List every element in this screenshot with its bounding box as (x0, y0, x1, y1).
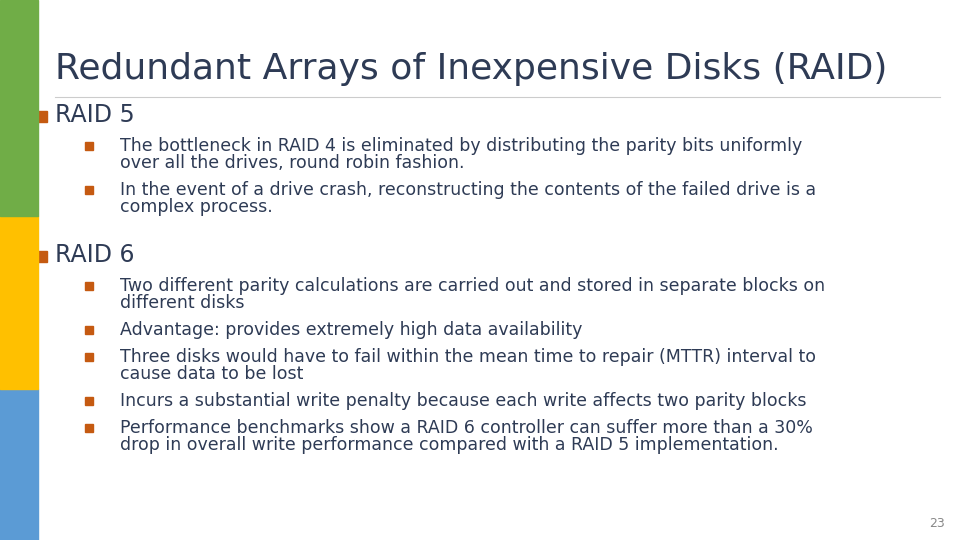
Text: complex process.: complex process. (120, 198, 273, 216)
Text: 23: 23 (929, 517, 945, 530)
Bar (85, 326, 93, 334)
Bar (85, 423, 93, 431)
Text: Performance benchmarks show a RAID 6 controller can suffer more than a 30%: Performance benchmarks show a RAID 6 con… (120, 419, 813, 437)
Bar (36, 111, 47, 122)
Bar (85, 141, 93, 150)
Text: over all the drives, round robin fashion.: over all the drives, round robin fashion… (120, 154, 465, 172)
Text: Three disks would have to fail within the mean time to repair (MTTR) interval to: Three disks would have to fail within th… (120, 348, 816, 366)
Bar (85, 353, 93, 361)
Text: different disks: different disks (120, 294, 245, 312)
Text: RAID 6: RAID 6 (55, 243, 134, 267)
Text: cause data to be lost: cause data to be lost (120, 365, 303, 383)
Text: In the event of a drive crash, reconstructing the contents of the failed drive i: In the event of a drive crash, reconstru… (120, 181, 816, 199)
Text: Advantage: provides extremely high data availability: Advantage: provides extremely high data … (120, 321, 583, 339)
Bar (85, 281, 93, 289)
Bar (36, 251, 47, 261)
Text: Redundant Arrays of Inexpensive Disks (RAID): Redundant Arrays of Inexpensive Disks (R… (55, 52, 887, 86)
Bar (85, 396, 93, 404)
Text: Incurs a substantial write penalty because each write affects two parity blocks: Incurs a substantial write penalty becau… (120, 392, 806, 410)
Text: Two different parity calculations are carried out and stored in separate blocks : Two different parity calculations are ca… (120, 277, 826, 295)
Text: RAID 5: RAID 5 (55, 103, 134, 127)
Bar (85, 186, 93, 193)
Text: drop in overall write performance compared with a RAID 5 implementation.: drop in overall write performance compar… (120, 436, 779, 454)
Text: The bottleneck in RAID 4 is eliminated by distributing the parity bits uniformly: The bottleneck in RAID 4 is eliminated b… (120, 137, 803, 155)
